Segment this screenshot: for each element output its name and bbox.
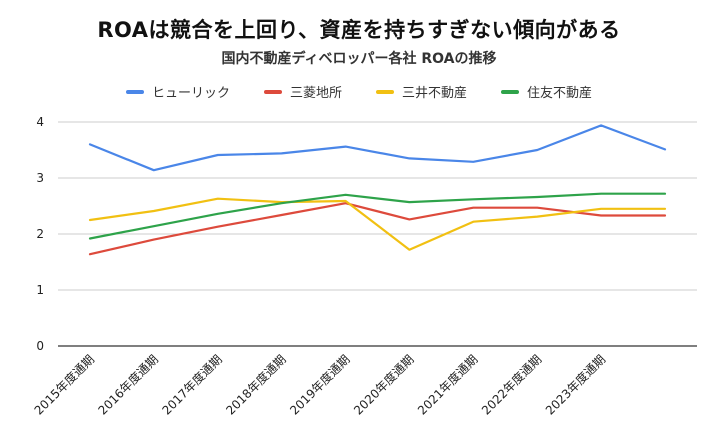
- y-tick-label: 0: [36, 339, 44, 353]
- chart-title: ROAは競合を上回り、資産を持ちすぎない傾向がある: [97, 18, 621, 42]
- legend-item-hulic: ヒューリック: [125, 82, 230, 101]
- series-line: [88, 197, 667, 251]
- legend-swatch: [125, 89, 144, 94]
- legend-item-mitsui-fudosan: 三井不動産: [376, 82, 467, 101]
- series-line: [88, 124, 667, 172]
- x-tick-label: 2019年度通期: [287, 352, 353, 418]
- x-tick-label: 2017年度通期: [159, 352, 225, 418]
- legend: ヒューリック 三菱地所 三井不動産 住友不動産: [0, 82, 718, 101]
- x-tick-label: 2022年度通期: [478, 352, 544, 418]
- legend-swatch: [501, 89, 520, 94]
- y-tick-label: 2: [36, 227, 44, 241]
- legend-item-sumitomo-realty: 住友不動産: [501, 82, 592, 101]
- chart-subtitle: 国内不動産ディベロッパー各社 ROAの推移: [221, 51, 497, 67]
- legend-label: ヒューリック: [151, 86, 230, 101]
- x-tick-label: 2020年度通期: [350, 352, 416, 418]
- x-tick-label: 2018年度通期: [223, 352, 289, 418]
- legend-swatch: [263, 89, 282, 94]
- legend-swatch: [376, 89, 394, 94]
- legend-item-mitsubishi-estate: 三菱地所: [263, 82, 342, 101]
- x-tick-label: 2023年度通期: [542, 352, 608, 418]
- x-tick-label: 2016年度通期: [95, 352, 161, 418]
- x-tick-label: 2021年度通期: [414, 352, 480, 418]
- y-tick-label: 4: [36, 115, 44, 129]
- series-line: [88, 192, 667, 240]
- legend-label: 三菱地所: [289, 86, 342, 101]
- legend-label: 住友不動産: [527, 86, 593, 101]
- y-tick-label: 1: [36, 283, 44, 297]
- legend-label: 三井不動産: [402, 86, 468, 101]
- y-tick-label: 3: [36, 171, 44, 185]
- x-tick-label: 2015年度通期: [31, 352, 97, 418]
